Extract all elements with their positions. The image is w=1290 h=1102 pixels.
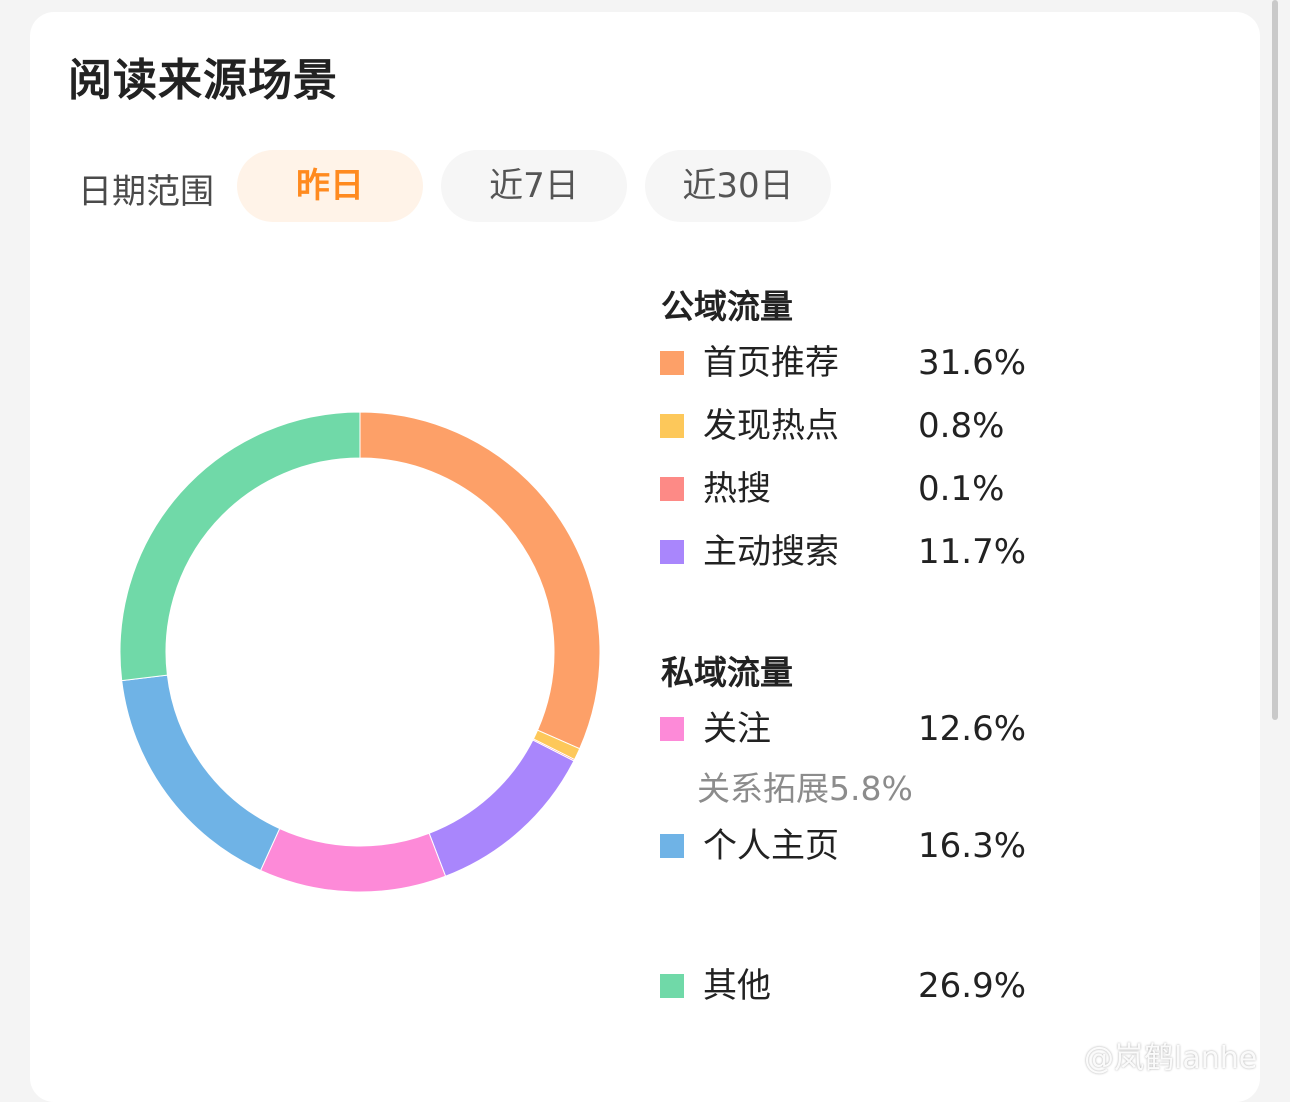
legend-swatch <box>660 414 684 438</box>
legend-item-hot-search: 热搜 0.1% <box>660 469 1060 513</box>
legend-label: 热搜 <box>703 469 771 509</box>
donut-slice-6 <box>119 411 361 682</box>
legend-value: 0.1% <box>918 469 1005 509</box>
legend-item-active-search: 主动搜索 11.7% <box>660 532 1060 576</box>
page-title: 阅读来源场景 <box>68 55 338 106</box>
legend-item-homepage-recommend: 首页推荐 31.6% <box>660 343 1060 387</box>
legend-label: 其他 <box>703 966 771 1006</box>
donut-chart <box>119 411 601 893</box>
legend-swatch <box>660 351 684 375</box>
legend-item-discover-hot: 发现热点 0.8% <box>660 406 1060 450</box>
legend-group-public: 公域流量 <box>661 287 793 326</box>
legend-group-private: 私域流量 <box>661 653 793 692</box>
legend-value: 26.9% <box>918 966 1027 1006</box>
date-range-label: 日期范围 <box>78 172 214 212</box>
legend-label: 主动搜索 <box>703 532 839 572</box>
watermark: @岚鹤lanhe <box>1046 1033 1257 1077</box>
donut-slice-4 <box>259 827 447 893</box>
legend-value: 16.3% <box>918 826 1027 866</box>
scrollbar[interactable] <box>1272 0 1278 720</box>
legend-value: 31.6% <box>918 343 1027 383</box>
donut-slice-5 <box>121 674 281 872</box>
legend-value: 11.7% <box>918 532 1027 572</box>
legend-swatch <box>660 974 684 998</box>
donut-slice-3 <box>428 739 575 877</box>
legend-item-follow: 关注 12.6% <box>660 709 1060 753</box>
legend-label: 发现热点 <box>703 406 839 446</box>
legend-value: 12.6% <box>918 709 1027 749</box>
legend-label: 首页推荐 <box>703 343 839 383</box>
legend-item-other: 其他 26.9% <box>660 966 1060 1010</box>
legend-swatch <box>660 477 684 501</box>
legend-item-personal-homepage: 个人主页 16.3% <box>660 826 1060 870</box>
legend-swatch <box>660 834 684 858</box>
tab-last-7-days[interactable]: 近7日 <box>441 150 627 222</box>
weibo-icon <box>1046 1046 1079 1071</box>
watermark-text: @岚鹤lanhe <box>1084 1041 1258 1076</box>
legend-value: 0.8% <box>918 406 1005 446</box>
legend-label: 关注 <box>703 709 771 749</box>
legend-swatch <box>660 540 684 564</box>
donut-slice-0 <box>359 411 601 750</box>
tab-yesterday[interactable]: 昨日 <box>237 150 423 222</box>
legend-label: 个人主页 <box>703 826 839 866</box>
legend-swatch <box>660 717 684 741</box>
tab-last-30-days[interactable]: 近30日 <box>645 150 831 222</box>
relation-expansion-note: 关系拓展5.8% <box>697 769 913 808</box>
